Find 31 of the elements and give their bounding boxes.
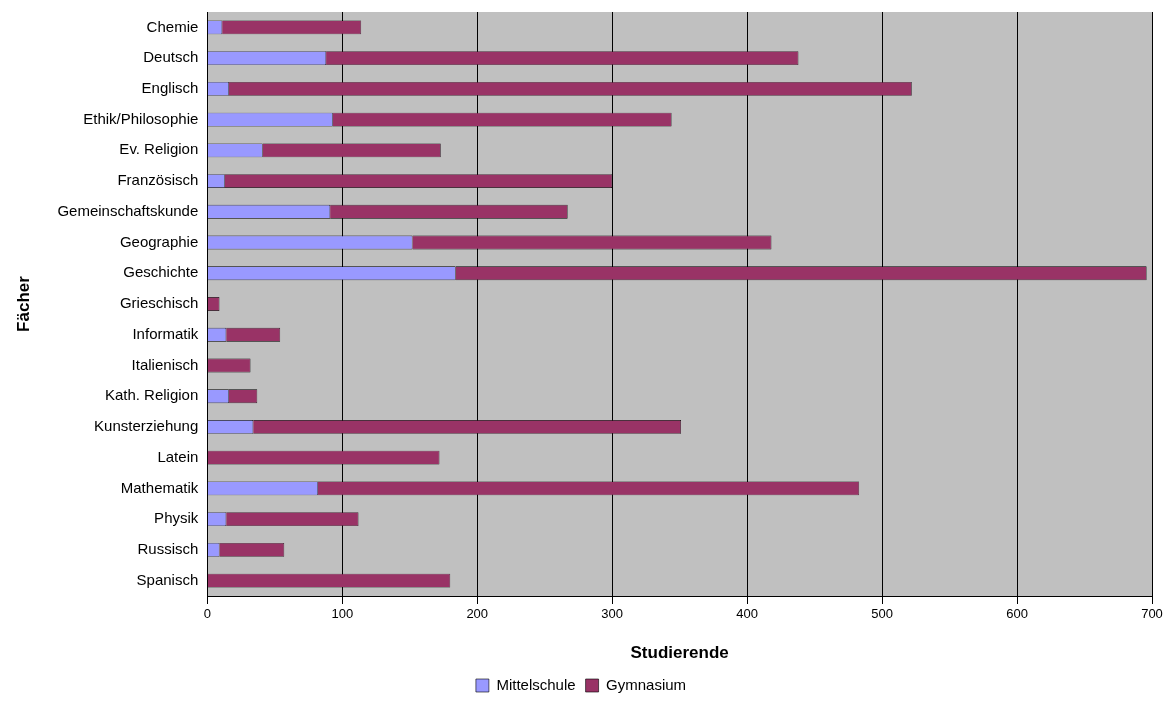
y-tick-label: Russisch	[137, 540, 199, 558]
x-axis-title: Studierende	[630, 643, 729, 663]
y-tick-label: Geschichte	[123, 263, 199, 281]
y-tick-label: Italienisch	[131, 355, 199, 373]
legend-label: Gymnasium	[606, 675, 687, 693]
x-tick-label: 600	[1006, 606, 1028, 622]
y-tick-label: Grieschisch	[119, 294, 199, 312]
x-tick-label: 0	[203, 606, 211, 622]
y-tick-label: Kath. Religion	[104, 386, 199, 404]
y-tick-label: Englisch	[141, 78, 199, 96]
y-tick-label: Kunsterziehung	[94, 417, 199, 435]
y-tick-label: Ev. Religion	[119, 140, 199, 158]
legend-label: Mittelschule	[496, 675, 576, 693]
y-axis-title: Fächer	[13, 275, 33, 332]
x-tick-label: 200	[466, 606, 489, 622]
x-tick-label: 700	[1141, 606, 1163, 622]
x-tick-label: 300	[601, 606, 624, 622]
y-tick-label: Mathematik	[120, 478, 199, 496]
y-tick-label: Ethik/Philosophie	[83, 109, 199, 127]
y-tick-label: Informatik	[132, 324, 199, 342]
y-tick-label: Chemie	[146, 17, 199, 35]
y-tick-label: Physik	[154, 509, 199, 527]
x-tick-label: 500	[871, 606, 893, 622]
y-tick-label: Gemeinschaftskunde	[57, 201, 199, 219]
y-tick-label: Französisch	[117, 171, 199, 189]
x-tick-label: 400	[736, 606, 758, 622]
y-tick-label: Latein	[157, 447, 199, 465]
x-tick-label: 100	[331, 606, 354, 622]
y-tick-label: Spanisch	[136, 570, 199, 588]
y-tick-label: Geographie	[119, 232, 199, 250]
y-tick-label: Deutsch	[143, 48, 199, 66]
